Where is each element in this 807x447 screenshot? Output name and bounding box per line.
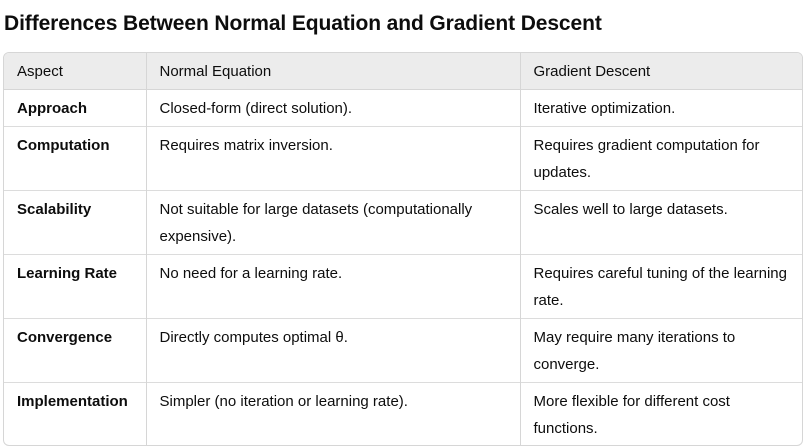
gradient-descent-cell: May require many iterations to converge.: [519, 317, 802, 382]
aspect-cell: Convergence: [4, 317, 146, 382]
header-row: Aspect Normal Equation Gradient Descent: [4, 53, 802, 90]
aspect-cell: Scalability: [4, 189, 146, 254]
normal-equation-cell: Not suitable for large datasets (computa…: [145, 189, 520, 254]
table-row: Convergence Directly computes optimal θ.…: [4, 317, 802, 382]
table-row: Approach Closed-form (direct solution). …: [4, 89, 802, 126]
header-aspect: Aspect: [4, 53, 146, 90]
aspect-cell: Approach: [17, 99, 88, 117]
table-body: Approach Closed-form (direct solution). …: [4, 89, 802, 445]
table-row: Scalability Not suitable for large datas…: [4, 189, 802, 254]
header-normal-equation: Normal Equation: [145, 53, 520, 90]
normal-equation-cell: Closed-form (direct solution).: [145, 89, 520, 126]
comparison-table-container: Aspect Normal Equation Gradient Descent …: [3, 52, 803, 446]
normal-equation-cell: No need for a learning rate.: [145, 253, 520, 318]
aspect-cell: Learning Rate: [4, 253, 146, 318]
header-gradient-descent: Gradient Descent: [519, 53, 802, 90]
normal-equation-cell: Directly computes optimal θ.: [145, 317, 520, 382]
aspect-cell: Computation: [4, 125, 146, 190]
page-title: Differences Between Normal Equation and …: [4, 12, 602, 35]
normal-equation-cell: Requires matrix inversion.: [145, 125, 520, 190]
gradient-descent-cell: Requires careful tuning of the learning …: [519, 253, 802, 318]
aspect-cell: Implementation: [4, 381, 146, 445]
comparison-table: Aspect Normal Equation Gradient Descent …: [4, 53, 802, 445]
gradient-descent-cell: Requires gradient computation for update…: [519, 125, 802, 190]
table-header: Aspect Normal Equation Gradient Descent: [4, 53, 802, 90]
gradient-descent-cell: Iterative optimization.: [519, 89, 802, 126]
gradient-descent-cell: Scales well to large datasets.: [519, 189, 802, 254]
table-row: Implementation Simpler (no iteration or …: [4, 381, 802, 445]
table-row: Computation Requires matrix inversion. R…: [4, 125, 802, 190]
gradient-descent-cell: More flexible for different cost functio…: [519, 381, 802, 445]
normal-equation-cell: Simpler (no iteration or learning rate).: [145, 381, 520, 445]
table-row: Learning Rate No need for a learning rat…: [4, 253, 802, 318]
